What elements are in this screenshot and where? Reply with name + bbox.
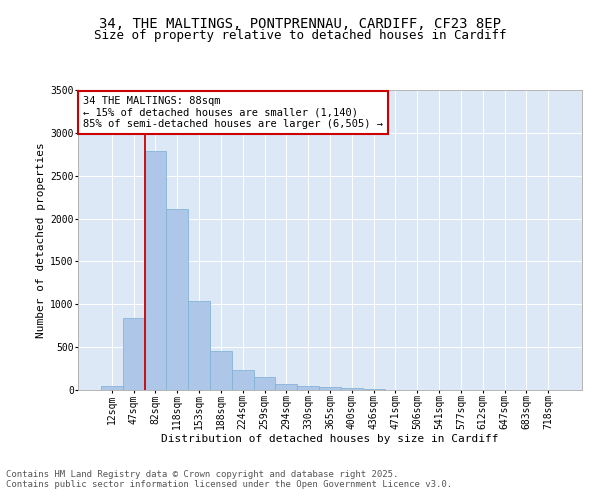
Bar <box>363 389 385 390</box>
Text: 34 THE MALTINGS: 88sqm
← 15% of detached houses are smaller (1,140)
85% of semi-: 34 THE MALTINGS: 88sqm ← 15% of detached… <box>83 96 383 129</box>
Bar <box>319 387 341 390</box>
Text: Size of property relative to detached houses in Cardiff: Size of property relative to detached ho… <box>94 29 506 42</box>
Bar <box>232 370 254 390</box>
Bar <box>188 301 210 390</box>
Bar <box>123 318 145 390</box>
Bar <box>210 350 232 390</box>
Bar <box>254 376 275 390</box>
Text: Contains HM Land Registry data © Crown copyright and database right 2025.: Contains HM Land Registry data © Crown c… <box>6 470 398 479</box>
Bar <box>101 386 123 390</box>
Y-axis label: Number of detached properties: Number of detached properties <box>36 142 46 338</box>
Bar <box>297 386 319 390</box>
Bar <box>341 388 363 390</box>
Text: Contains public sector information licensed under the Open Government Licence v3: Contains public sector information licen… <box>6 480 452 489</box>
Text: 34, THE MALTINGS, PONTPRENNAU, CARDIFF, CF23 8EP: 34, THE MALTINGS, PONTPRENNAU, CARDIFF, … <box>99 18 501 32</box>
X-axis label: Distribution of detached houses by size in Cardiff: Distribution of detached houses by size … <box>161 434 499 444</box>
Bar <box>145 151 166 390</box>
Bar <box>275 384 297 390</box>
Bar <box>166 209 188 390</box>
